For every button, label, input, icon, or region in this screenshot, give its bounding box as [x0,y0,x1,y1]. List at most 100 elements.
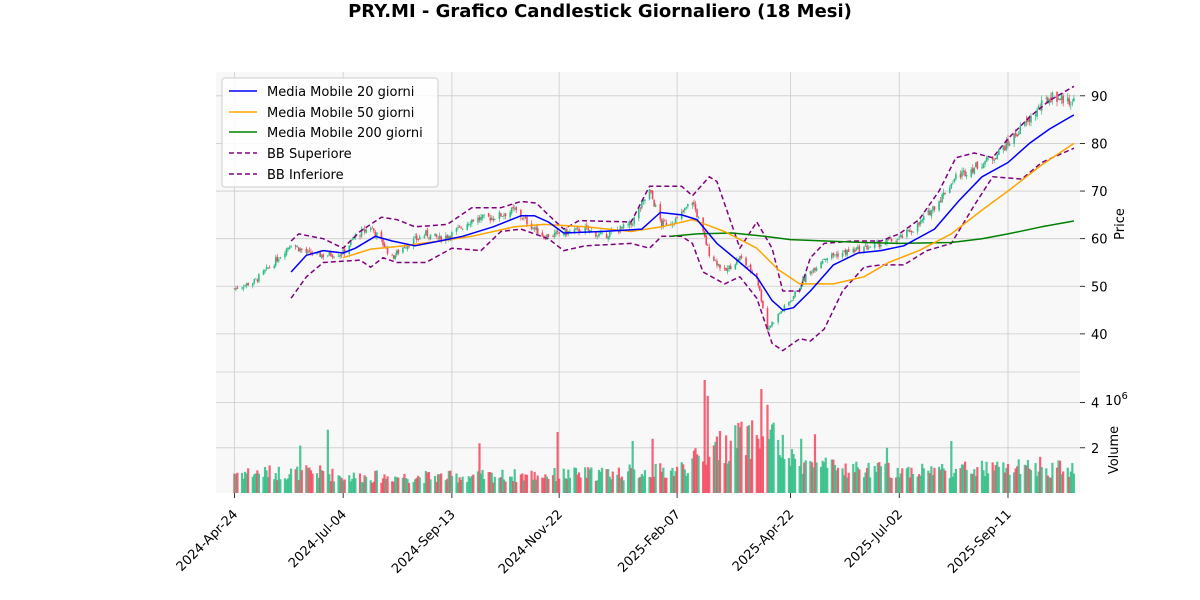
candle-body [268,267,271,269]
candle-body [639,207,642,209]
volume-bar [265,470,268,493]
candle-body [895,240,897,242]
candle-body [820,262,822,269]
volume-bar [1068,476,1071,493]
candle-body [876,240,879,243]
candle-body [397,249,400,254]
candle-body [245,283,248,286]
volume-bar [372,481,375,493]
candle-body [975,162,977,168]
volume-bar [939,469,942,493]
candle-body [501,215,504,217]
candle-body [472,219,475,222]
volume-bar [766,404,769,493]
volume-bar [833,464,836,493]
candle-body [599,232,602,234]
volume-bar [660,471,663,493]
candle-body [996,154,999,160]
volume-bar [597,469,601,493]
volume-bar [266,477,270,493]
candle-body [1027,118,1029,122]
volume-bar [256,470,259,493]
volume-bar [770,424,774,493]
candle-body [740,255,743,259]
candle-body [402,247,404,253]
x-tick-label: 2025-Sep-11 [945,507,1015,577]
volume-bar [626,471,630,493]
candle-body [1066,97,1069,102]
candle-body [455,228,458,232]
volume-bar [380,482,383,493]
candle-body [751,271,753,273]
volume-bar [830,459,833,493]
volume-bar [671,467,674,493]
candle-body [244,285,246,287]
volume-bar [982,470,985,493]
volume-bar [901,468,904,493]
chart-title: PRY.MI - Grafico Candlestick Giornaliero… [348,1,852,22]
volume-bar [576,474,579,493]
volume-bar [415,477,418,493]
volume-bars [233,380,1075,493]
candle-body [337,256,340,257]
candle-body [886,239,888,244]
candle-body [907,229,910,231]
candle-body [971,168,974,173]
volume-bar [521,473,524,493]
volume-bar [994,464,997,493]
candle-body [769,325,772,328]
candle-body [976,161,979,169]
volume-bar [348,475,351,493]
x-tick-label: 2025-Jul-02 [842,507,906,571]
candle-body [553,232,556,238]
candle-body [973,167,976,174]
volume-bar [907,466,910,493]
volume-bar [674,471,677,493]
volume-bar [588,469,591,493]
candle-body [492,218,495,220]
volume-axis-label: Volume [1107,426,1122,474]
volume-bar [369,480,372,493]
volume-bar [574,467,578,493]
volume-bar [564,478,567,493]
candle-body [353,237,355,239]
candle-body [728,265,730,269]
candle-body [1062,95,1064,104]
candle-body [449,236,452,239]
volume-bar [316,473,319,493]
volume-bar [810,462,814,493]
volume-bar [365,476,368,493]
volume-bar [944,470,947,493]
candle-body [605,234,608,238]
candle-body [588,229,591,232]
volume-bar [697,455,700,493]
candle-body [858,246,861,253]
volume-bar [257,473,260,493]
candle-body [1057,98,1060,100]
volume-bar [847,472,850,493]
volume-bar [358,473,362,493]
volume-bar [297,480,300,493]
candle-body [437,238,439,239]
volume-bar [251,476,254,493]
volume-bar [951,476,954,493]
volume-bar [360,481,363,493]
candle-body [650,190,652,193]
candle-body [739,256,741,261]
candle-body [901,235,904,238]
volume-bar [466,481,469,493]
volume-bar [974,476,977,493]
volume-bar [1040,466,1043,493]
candle-body [595,231,597,237]
volume-bar [649,477,653,493]
volume-bar [844,463,847,493]
candle-body [627,224,629,226]
candle-body [461,228,464,230]
volume-bar [824,457,827,493]
candle-body [598,233,600,237]
volume-bar [361,482,365,493]
indicator-lines [290,85,1075,352]
volume-bar [535,479,538,493]
candle-body [330,252,332,257]
volume-bar [694,448,697,493]
